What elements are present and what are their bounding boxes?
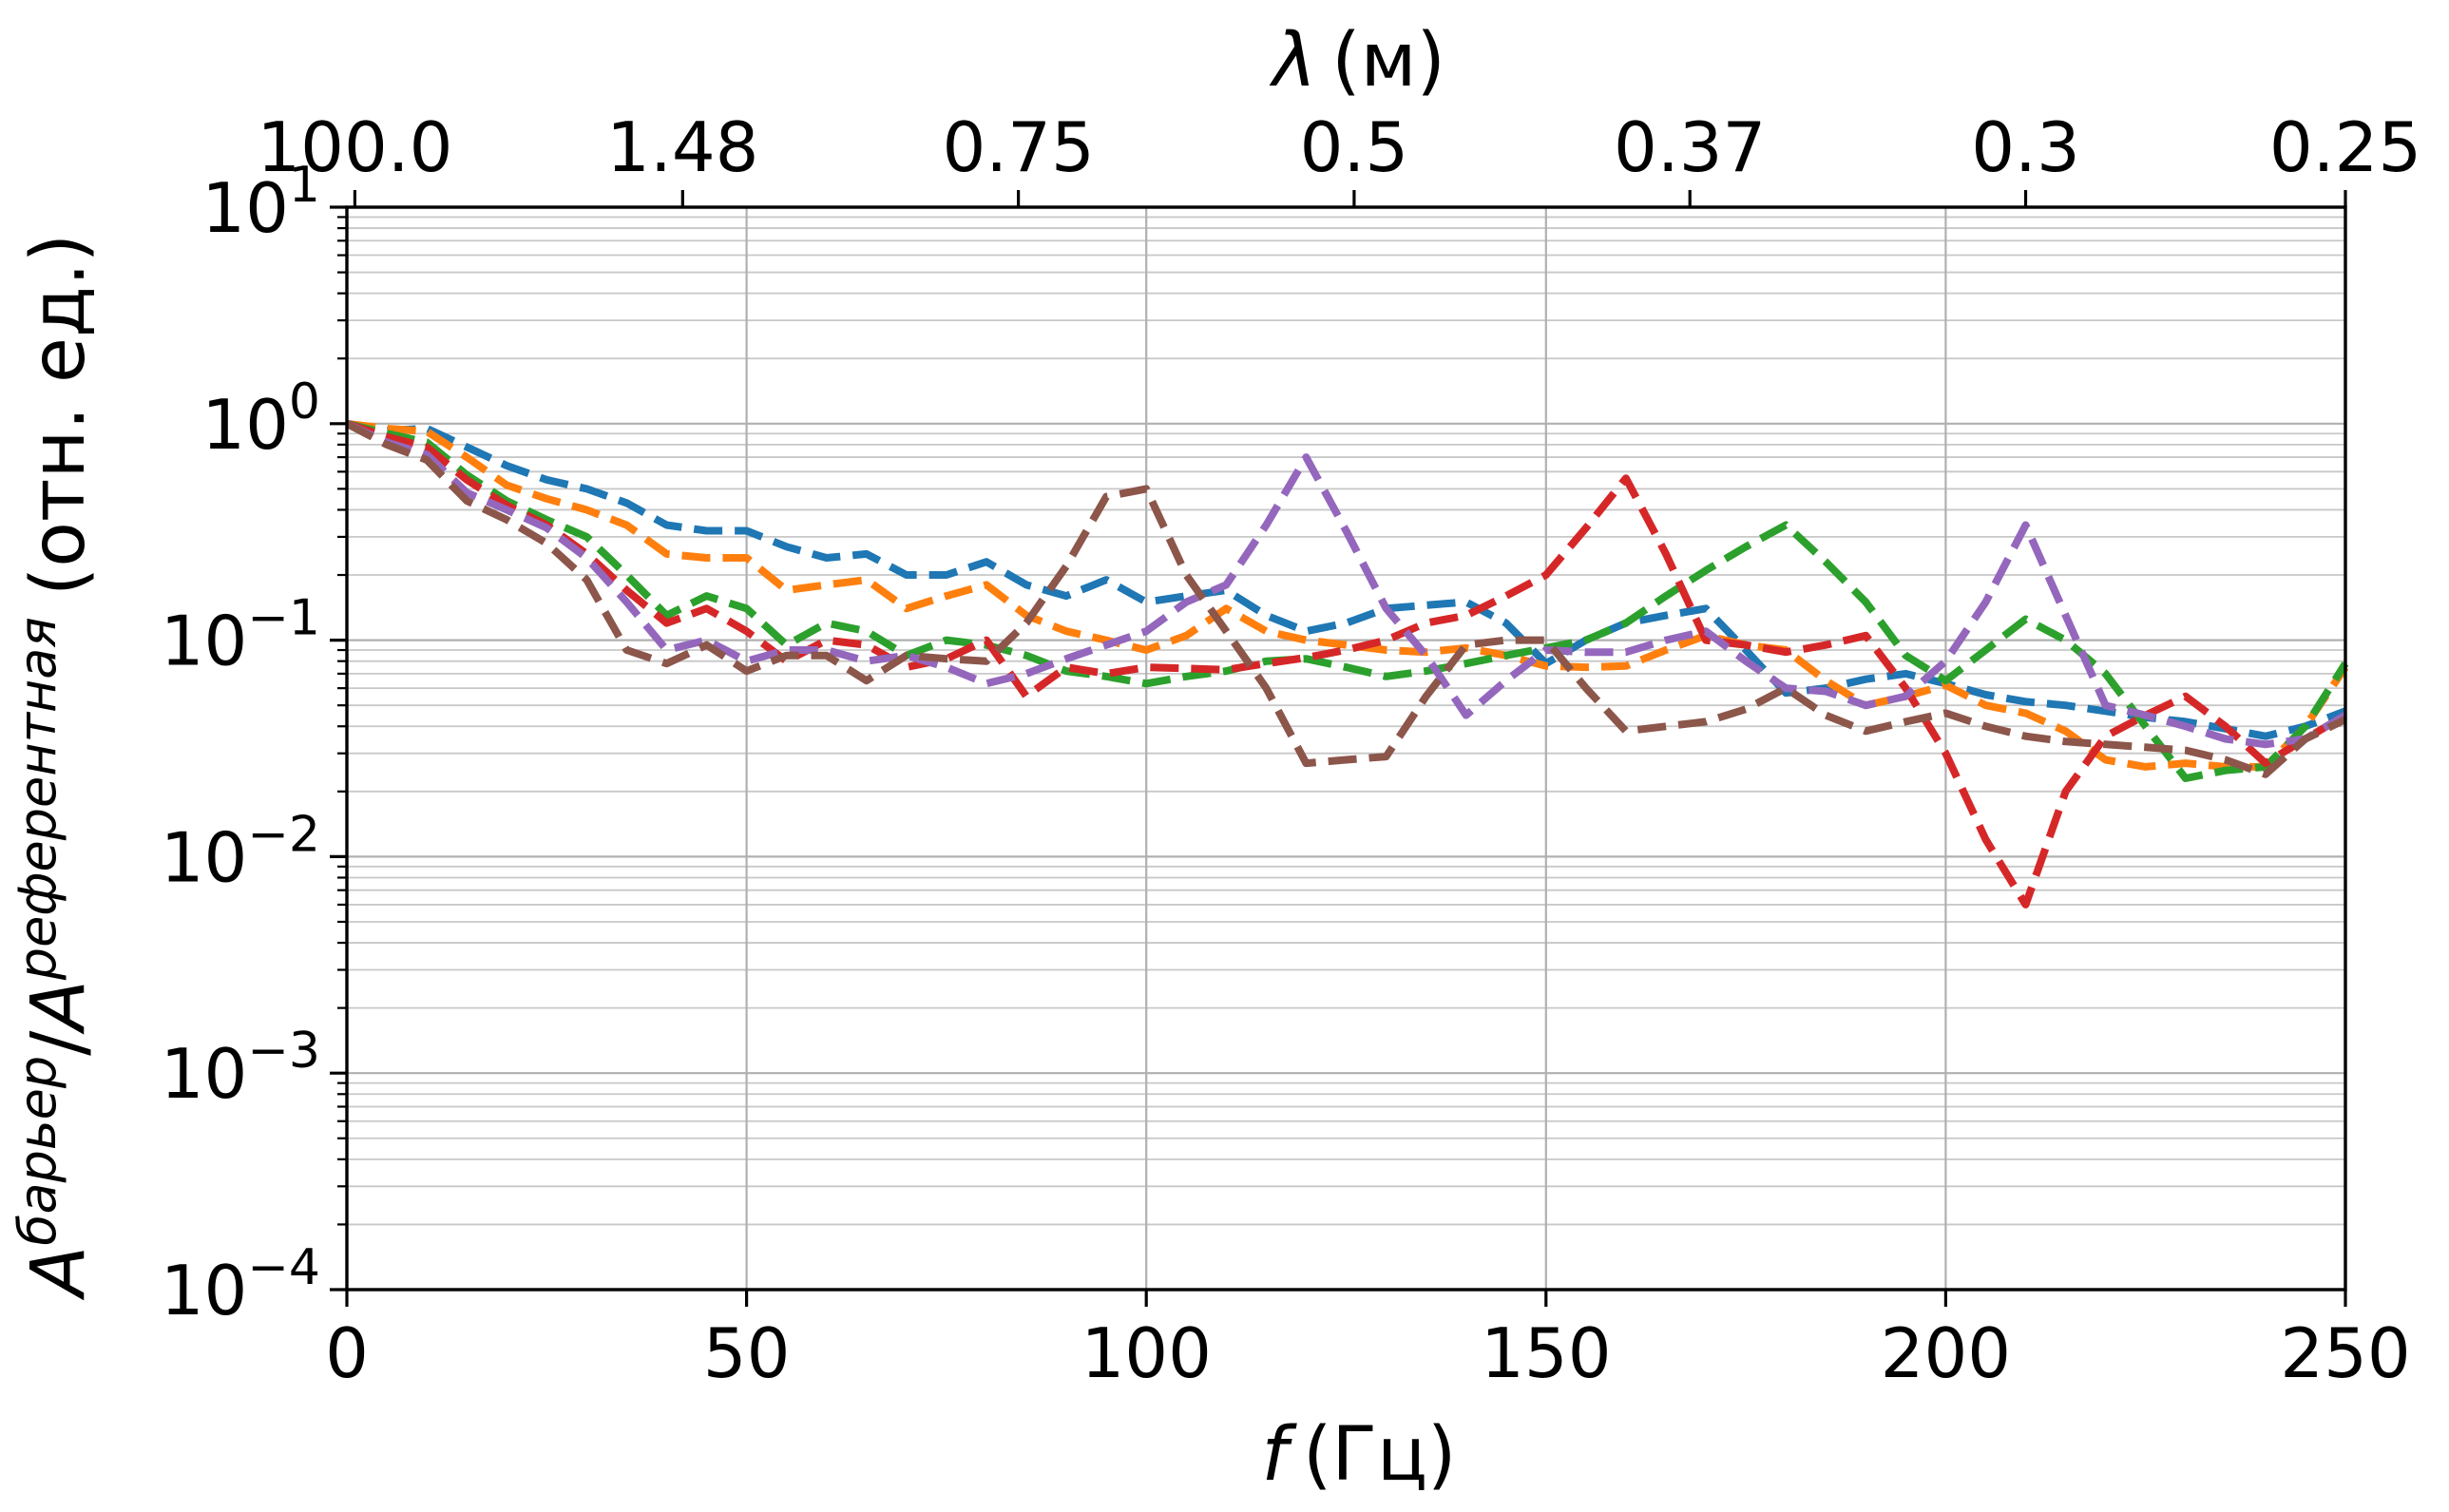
x-tick-label: 150 [1481,1313,1611,1393]
series-line-2 [346,419,2349,771]
y-axis-title-sup2: референтная [8,617,67,981]
series-line-4 [345,419,2348,909]
x-axis-title-unit: (Гц) [1303,1412,1457,1498]
y-tick-label-base: 10 [201,168,289,248]
y-tick-label: 10−1 [161,590,320,681]
series-line-1 [346,419,2347,740]
y-tick-label-exponent: −3 [247,1023,320,1080]
top-tick-label: 0.37 [1614,107,1766,187]
y-tick-label-exponent: −4 [247,1239,320,1296]
y-axis-title-slash: / [16,1030,102,1056]
x-axis-title: f (Гц) [1262,1412,1457,1498]
series-line-6 [345,420,2347,778]
top-axis-title-unit: (м) [1331,18,1445,104]
x-tick-label: 0 [325,1313,369,1393]
x-tick-label: 50 [703,1313,791,1393]
series-line-3 [346,419,2349,782]
top-tick-label: 0.25 [2269,107,2421,187]
grid [345,205,2347,1292]
series-group [345,419,2349,909]
top-tick-label: 1.48 [606,107,758,187]
x-tick-label: 200 [1881,1313,2011,1393]
axis-ticks [330,190,2347,1307]
y-tick-label-exponent: 1 [289,157,320,214]
x-tick-label: 250 [2280,1313,2410,1393]
y-tick-label: 100 [201,373,320,465]
y-axis-title: Aбарьер/Aреферентная(отн. ед.) [8,234,102,1301]
y-tick-label: 10−3 [161,1023,320,1114]
top-tick-label: 100.0 [257,107,452,187]
y-axis-title-base1: A [16,1246,102,1301]
top-tick-label: 0.75 [942,107,1094,187]
top-axis-title-var: λ [1269,18,1316,104]
y-tick-label-base: 10 [201,385,289,465]
y-tick-label: 101 [201,157,320,248]
y-axis-title-base2: A [16,980,102,1035]
y-tick-label: 10−2 [161,806,320,897]
x-tick-label: 100 [1081,1313,1211,1393]
top-tick-label: 0.3 [1971,107,2080,187]
top-axis-title: λ (м) [1269,18,1445,104]
y-tick-label-base: 10 [161,1251,248,1330]
y-tick-label-base: 10 [161,1034,248,1114]
y-tick-label: 10−4 [161,1239,320,1330]
y-tick-label-exponent: 0 [289,373,320,431]
plot-frame [345,205,2347,1292]
y-tick-label-base: 10 [161,602,248,681]
y-tick-label-exponent: −1 [247,590,320,647]
y-axis-title-unit: (отн. ед.) [16,234,102,596]
series-line-5 [345,420,2348,749]
y-axis-title-sup1: барьер [8,1056,67,1246]
top-tick-label: 0.5 [1300,107,1409,187]
y-tick-label-base: 10 [161,817,248,897]
y-tick-label-exponent: −2 [247,806,320,863]
